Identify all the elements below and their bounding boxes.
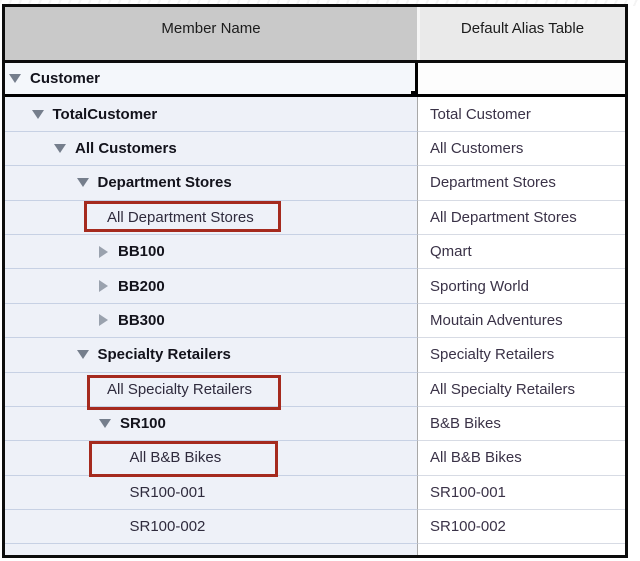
member-name-label: SR100-002: [129, 518, 206, 536]
member-name-label: TotalCustomer: [52, 105, 158, 123]
member-cell[interactable]: BB300: [5, 303, 418, 339]
annotation-box: [84, 201, 281, 232]
member-name-label: BB300: [118, 311, 165, 329]
member-name-label: SR100: [120, 415, 166, 433]
member-cell[interactable]: BB200: [5, 269, 418, 304]
collapse-triangle-icon[interactable]: [76, 178, 89, 188]
annotation-box: [87, 375, 281, 410]
alias-cell[interactable]: B&B Bikes: [418, 406, 625, 442]
alias-label: Moutain Adventures: [430, 311, 563, 329]
tree-indent: [5, 286, 99, 287]
alias-cell[interactable]: Department Stores: [418, 166, 625, 201]
alias-label: Qmart: [430, 243, 472, 261]
member-name-label: Customer: [30, 70, 101, 88]
tree-indent: [5, 526, 130, 527]
tree-indent: [5, 114, 32, 115]
member-name-label: Department Stores: [97, 174, 232, 192]
member-cell[interactable]: SR100: [5, 406, 418, 442]
member-name-label: All B&B Bikes: [129, 449, 222, 467]
member-name-label: All Customers: [75, 139, 177, 157]
member-cell[interactable]: SR100-001: [5, 475, 418, 511]
alias-cell[interactable]: [418, 63, 625, 95]
alias-label: Total Customer: [430, 105, 531, 123]
member-cell[interactable]: BB100: [5, 234, 418, 270]
tree-indent: [5, 423, 99, 424]
member-cell[interactable]: Specialty Retailers: [5, 338, 418, 373]
alias-cell[interactable]: Total Customer: [418, 97, 625, 132]
member-cell[interactable]: TotalCustomer: [5, 97, 418, 132]
alias-cell[interactable]: SR100-001: [418, 475, 625, 511]
expand-triangle-icon[interactable]: [99, 314, 108, 327]
member-name-label: BB200: [118, 277, 165, 295]
tree-indent: [5, 182, 77, 183]
table-row[interactable]: Department Stores Department Stores: [5, 166, 625, 201]
empty-partial-row: [5, 544, 625, 555]
member-name-label: BB100: [118, 243, 165, 261]
member-cell[interactable]: All Customers: [5, 131, 418, 167]
page-background-pattern: [0, 0, 640, 6]
collapse-triangle-icon[interactable]: [54, 143, 66, 153]
grid-header-row: Member Name Default Alias Table: [5, 7, 625, 63]
alias-cell[interactable]: Qmart: [418, 234, 625, 270]
tree-indent: [5, 320, 99, 321]
alias-cell[interactable]: All Department Stores: [418, 200, 625, 235]
table-row[interactable]: SR100-002 SR100-002: [5, 510, 625, 545]
collapse-triangle-icon[interactable]: [99, 419, 111, 429]
alias-cell[interactable]: Sporting World: [418, 269, 625, 304]
alias-label: All Customers: [430, 139, 524, 157]
collapse-triangle-icon[interactable]: [76, 350, 89, 360]
table-row[interactable]: Customer: [5, 63, 625, 98]
table-row[interactable]: BB300 Moutain Adventures: [5, 303, 625, 339]
header-column-divider[interactable]: [417, 7, 420, 60]
collapse-triangle-icon[interactable]: [9, 74, 21, 84]
table-row[interactable]: SR100-001 SR100-001: [5, 475, 625, 511]
alias-cell[interactable]: Moutain Adventures: [418, 303, 625, 339]
expand-triangle-icon[interactable]: [99, 245, 108, 258]
member-name-label: All Department Stores: [107, 208, 254, 226]
member-cell[interactable]: SR100-002: [5, 510, 418, 545]
alias-cell[interactable]: All Customers: [418, 131, 625, 167]
alias-label: All Specialty Retailers: [430, 380, 576, 398]
tree-indent: [5, 251, 99, 252]
column-header-member-name[interactable]: Member Name: [5, 7, 417, 60]
column-header-default-alias-table[interactable]: Default Alias Table: [420, 7, 625, 60]
selection-fill-handle[interactable]: [411, 91, 415, 95]
alias-label: SR100-002: [430, 518, 506, 536]
tree-indent: [5, 354, 77, 355]
table-row[interactable]: Specialty Retailers Specialty Retailers: [5, 338, 625, 373]
table-row[interactable]: TotalCustomer Total Customer: [5, 97, 625, 132]
member-name-label: SR100-001: [129, 483, 206, 501]
alias-label: All Department Stores: [430, 208, 577, 226]
member-name-label: Specialty Retailers: [97, 346, 231, 364]
alias-cell[interactable]: Specialty Retailers: [418, 338, 625, 373]
member-grid: Member Name Default Alias Table Customer…: [2, 4, 628, 558]
alias-cell[interactable]: All Specialty Retailers: [418, 372, 625, 407]
alias-label: All B&B Bikes: [430, 449, 522, 467]
table-row[interactable]: All Customers All Customers: [5, 131, 625, 167]
expand-triangle-icon[interactable]: [99, 280, 108, 293]
alias-label: Department Stores: [430, 174, 556, 192]
tree-indent: [5, 148, 54, 149]
alias-label: SR100-001: [430, 483, 506, 501]
table-row[interactable]: SR100 B&B Bikes: [5, 406, 625, 442]
alias-cell[interactable]: All B&B Bikes: [418, 441, 625, 476]
alias-label: Specialty Retailers: [430, 346, 555, 364]
tree-indent: [5, 492, 130, 493]
alias-cell[interactable]: SR100-002: [418, 510, 625, 545]
member-cell[interactable]: All B&B Bikes: [5, 441, 418, 476]
member-cell[interactable]: Department Stores: [5, 166, 418, 201]
grid-body: Customer TotalCustomer Total Customer Al…: [5, 63, 625, 545]
member-cell[interactable]: Customer: [5, 63, 418, 95]
collapse-triangle-icon[interactable]: [31, 109, 44, 119]
alias-label: B&B Bikes: [430, 415, 501, 433]
member-cell[interactable]: All Specialty Retailers: [5, 372, 418, 407]
table-row[interactable]: BB200 Sporting World: [5, 269, 625, 304]
table-row[interactable]: All B&B Bikes All B&B Bikes: [5, 441, 625, 476]
alias-label: Sporting World: [430, 277, 529, 295]
member-name-label: All Specialty Retailers: [107, 380, 253, 398]
table-row[interactable]: All Specialty Retailers All Specialty Re…: [5, 372, 625, 407]
table-row[interactable]: BB100 Qmart: [5, 234, 625, 270]
annotation-box: [89, 441, 278, 477]
